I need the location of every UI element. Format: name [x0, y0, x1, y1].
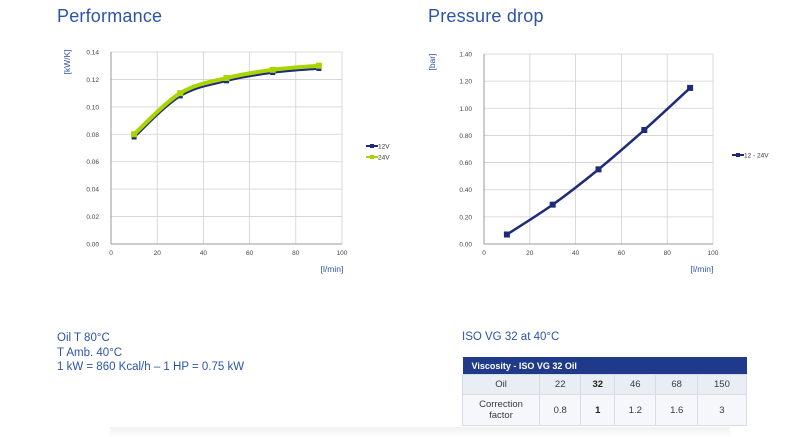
pressure-drop-chart: 0.00 0.20 0.40 0.60 0.80 1.00 1.20 1.40 0 20 40 60 8…: [427, 52, 769, 275]
y-axis-label: [kW/K]: [62, 49, 72, 74]
data-point: [641, 127, 648, 133]
data-point: [503, 231, 510, 238]
y-tick-label: 1.20: [459, 79, 472, 86]
x-tick-label: 20: [154, 250, 162, 257]
table-cell: 46: [614, 374, 657, 395]
legend-swatch-marker: [370, 155, 374, 159]
table-row: Correction factor 0.8 1 1.2 1.6 3: [462, 394, 748, 426]
x-tick-label: 60: [618, 250, 626, 257]
data-point: [269, 66, 276, 73]
table-cell: Oil: [462, 374, 540, 395]
y-tick-label: 0.00: [459, 242, 472, 249]
y-tick-label: 0.08: [86, 132, 99, 139]
y-tick-label: 0.10: [86, 104, 99, 111]
y-tick-label: 0.20: [459, 214, 472, 221]
table-row: Oil 22 32 46 68 150: [462, 374, 748, 395]
data-point: [595, 166, 602, 173]
table-cell: 32: [580, 374, 616, 395]
x-tick-label: 40: [200, 250, 208, 257]
data-point: [177, 90, 184, 97]
y-tick-label: 0.14: [86, 50, 99, 57]
series-line-0: [506, 87, 691, 236]
x-tick-label: 100: [708, 250, 719, 257]
x-tick-label: 60: [246, 250, 254, 257]
data-point: [687, 84, 694, 91]
table-cell: 22: [538, 374, 582, 395]
y-tick-label: 0.06: [86, 159, 99, 166]
y-tick-label: 1.40: [459, 52, 472, 59]
performance-chart: 0.00 0.02 0.04 0.06 0.08 0.10 0.12 0.14 0 20 40 60 8…: [62, 49, 390, 274]
x-axis-label: [l/min]: [691, 264, 714, 274]
y-tick-label: 0.40: [459, 187, 472, 194]
y-tick-label: 0.02: [86, 214, 99, 221]
legend-swatch-marker: [736, 153, 740, 157]
data-point: [315, 62, 322, 69]
row-label-line2: factor: [489, 410, 513, 421]
table-cell-correction-factor: Correction factor: [462, 394, 540, 426]
performance-title: Performance: [57, 6, 163, 26]
notes: Oil T 80°C T Amb. 40°C 1 kW = 860 Kcal/h…: [57, 331, 244, 375]
table-cell: 68: [655, 374, 698, 395]
data-point: [131, 131, 138, 138]
y-tick-label: 1.00: [459, 106, 472, 113]
y-tick-label: 0.60: [459, 160, 472, 167]
table-cell: 0.8: [538, 394, 582, 426]
note-unit-conversion: 1 kW = 860 Kcal/h – 1 HP = 0.75 kW: [57, 361, 245, 373]
legend-swatch-marker: [370, 144, 374, 148]
x-axis-label: [l/min]: [321, 264, 344, 274]
viscosity-table: Viscosity - ISO VG 32 Oil Oil 22 32 46 6…: [462, 357, 748, 426]
bottom-shadow: [110, 427, 730, 437]
x-tick-label: 80: [664, 250, 672, 257]
table-cell: 1: [580, 394, 616, 426]
x-tick-label: 0: [109, 250, 113, 257]
table-cell: 150: [696, 374, 748, 395]
x-tick-label: 100: [337, 250, 348, 257]
iso-label: ISO VG 32 at 40°C: [462, 331, 560, 343]
data-point: [223, 75, 230, 82]
table-cell: 1.6: [655, 394, 698, 426]
data-point: [549, 201, 556, 208]
x-tick-label: 40: [572, 250, 580, 257]
x-tick-label: 0: [482, 250, 486, 257]
note-oil-temp: Oil T 80°C: [57, 332, 110, 344]
viscosity-table-header: Viscosity - ISO VG 32 Oil: [462, 357, 747, 375]
y-tick-label: 0.04: [86, 187, 99, 194]
table-cell: 1.2: [614, 394, 657, 426]
table-cell: 3: [696, 394, 748, 426]
note-ambient-temp: T Amb. 40°C: [57, 346, 123, 359]
y-axis-label: [bar]: [427, 53, 437, 70]
x-tick-label: 20: [526, 250, 534, 257]
charts-canvas: 0.00 0.02 0.04 0.06 0.08 0.10 0.12 0.14 0 20 40 60 8…: [62, 49, 769, 275]
row-label-line1: Correction: [479, 399, 523, 410]
x-tick-label: 80: [292, 250, 300, 257]
pressure-drop-title: Pressure drop: [428, 6, 544, 26]
legend-label: 12V: [378, 144, 390, 151]
y-tick-label: 0.00: [86, 242, 99, 249]
legend-label: 12 - 24V: [744, 153, 769, 160]
legend-label: 24V: [378, 155, 390, 162]
y-tick-label: 0.12: [86, 77, 99, 84]
y-tick-label: 0.80: [459, 133, 472, 140]
